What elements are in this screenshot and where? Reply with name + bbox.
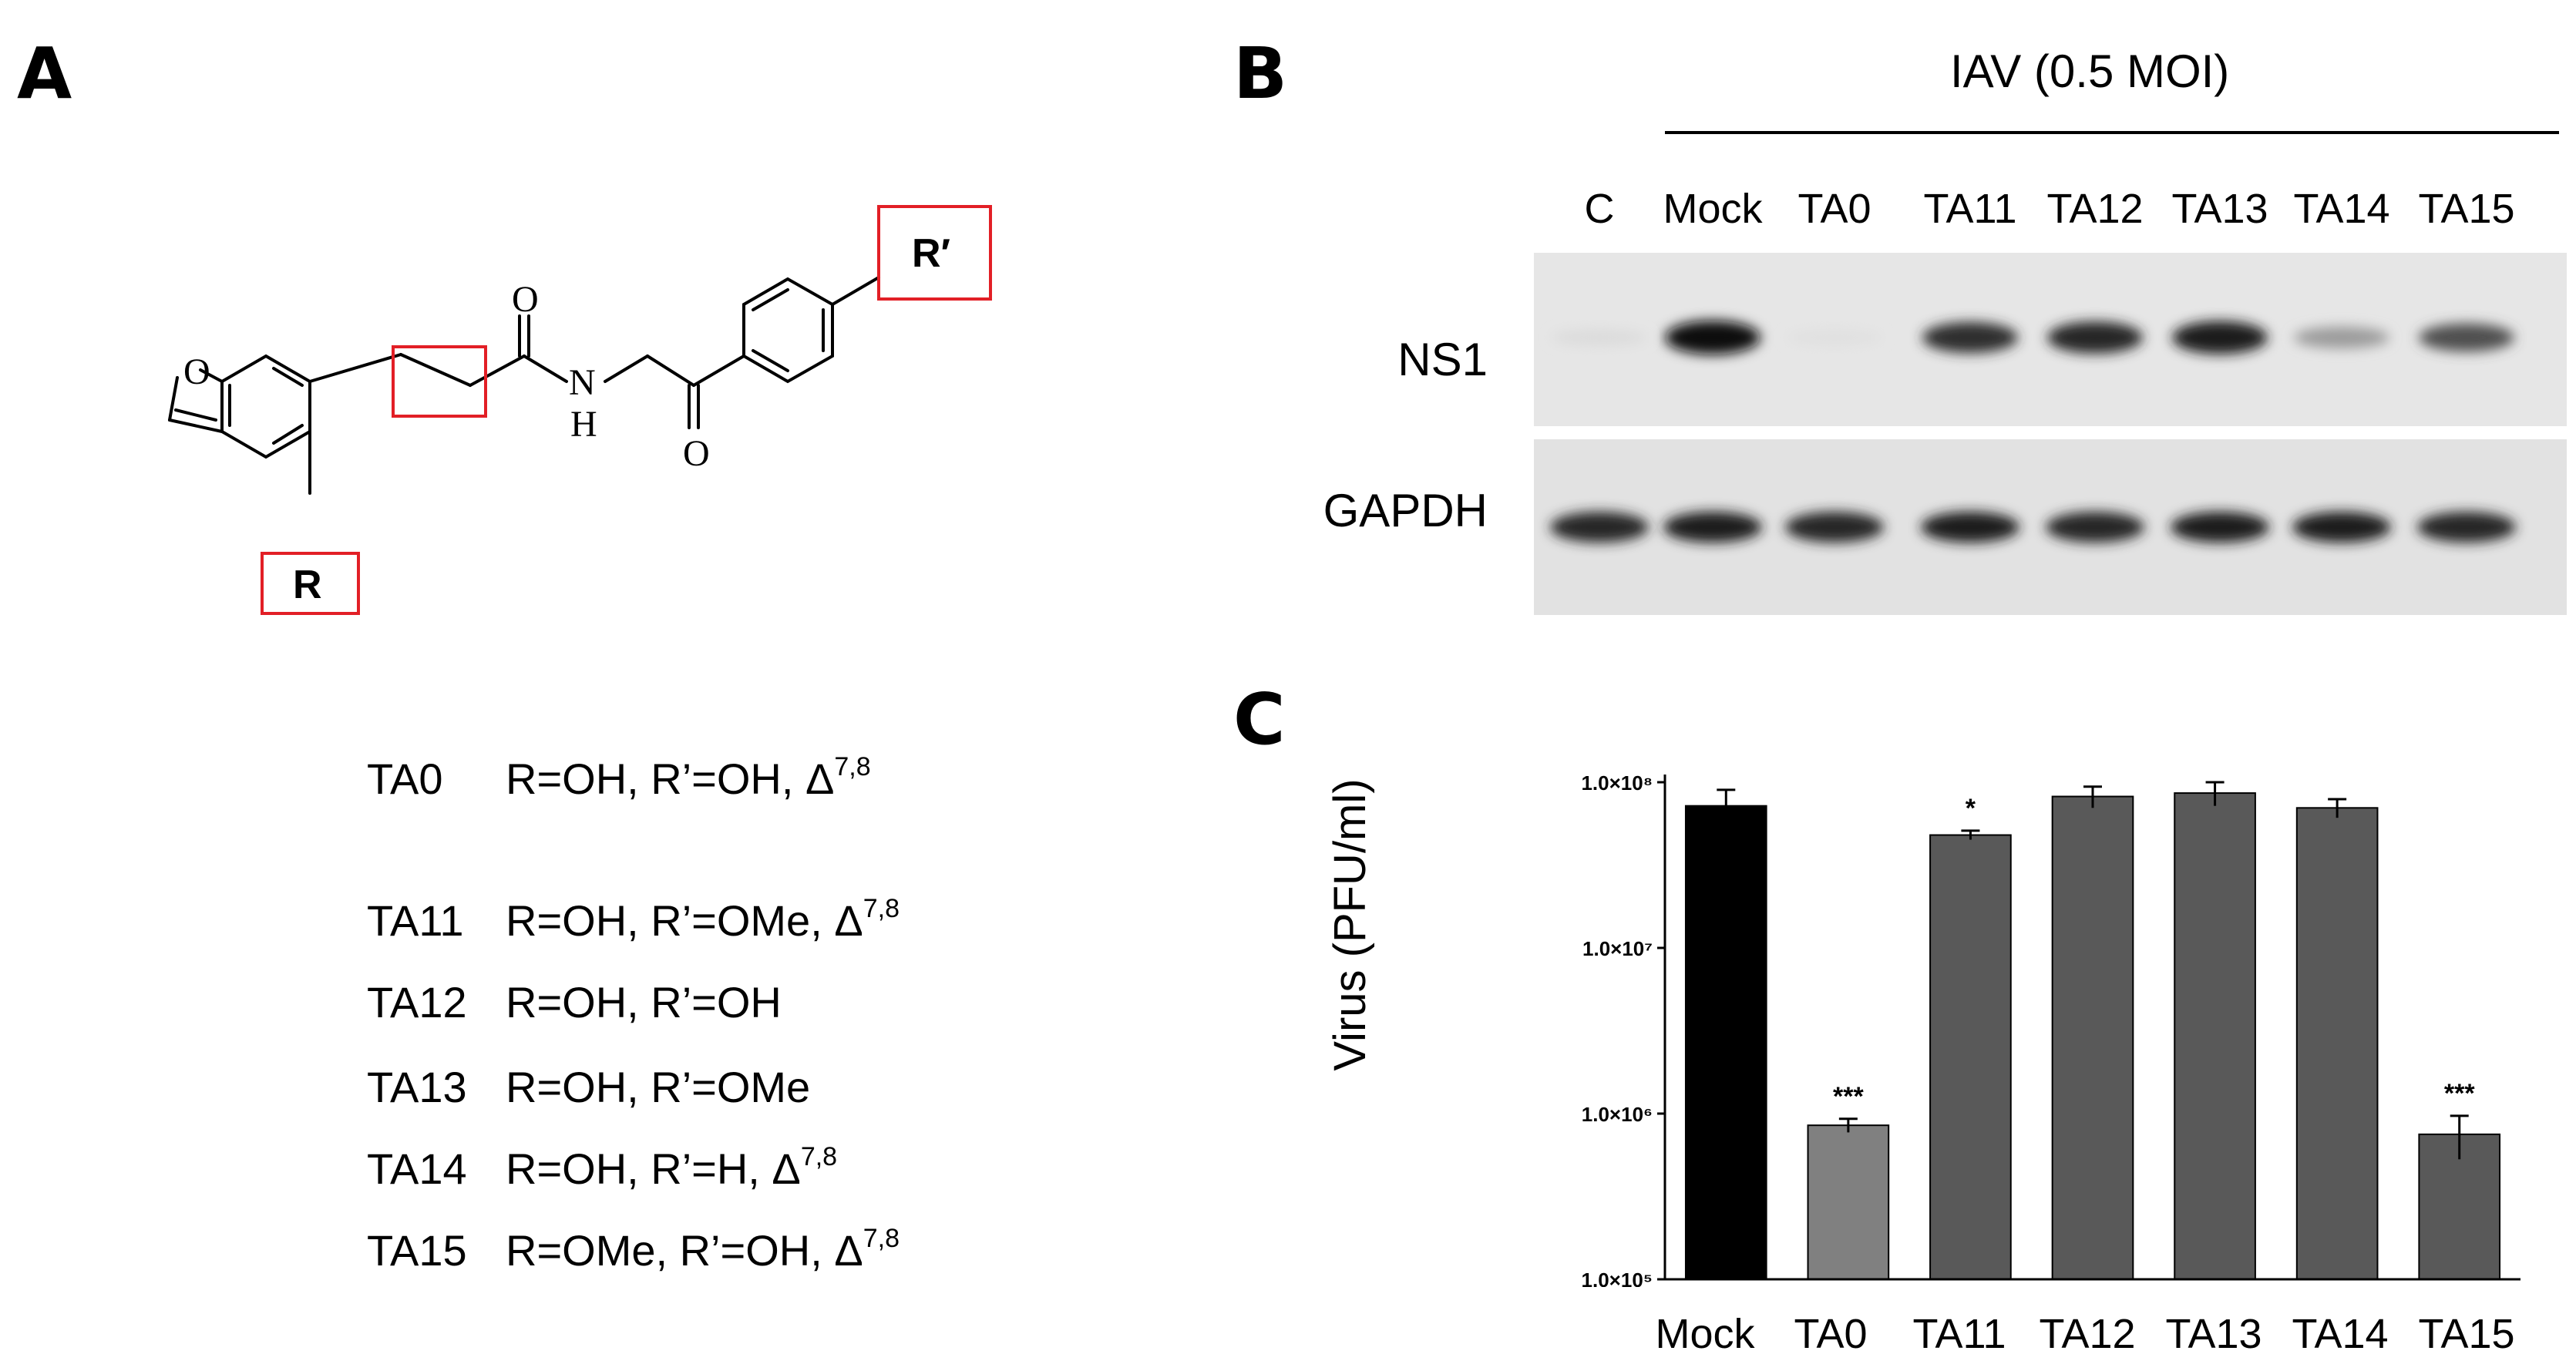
bar [2174,792,2256,1281]
ns1-band [2172,321,2268,355]
bar [2051,795,2134,1280]
ns1-band [2419,323,2514,352]
ketone-oxygen-atom: O [683,433,710,474]
blot-row-label-ns1: NS1 [1397,334,1488,385]
r-prime-highlight-box [877,205,992,301]
x-tick-label: TA13 [2165,1311,2262,1357]
r-highlight-box [261,552,360,615]
ns1-band [1787,329,1882,346]
ns1-band [1922,321,2018,354]
bar [2295,807,2379,1281]
compound-row: TA0 R=OH, R’=OH, Δ7,8 [367,752,871,803]
x-tick-label: Mock [1655,1311,1755,1357]
lane-label: TA11 [1923,186,2017,232]
lane-label: TA12 [2046,186,2144,232]
gapdh-band [2046,512,2144,543]
ns1-band [2294,326,2389,349]
gapdh-band [1921,512,2019,543]
panel-label-b: B [1233,32,1288,115]
amide-nitrogen-atom: N [569,362,596,403]
bar [1807,1124,1890,1280]
x-tick-label: TA14 [2292,1311,2389,1357]
compound-row: TA12 R=OH, R’=OH [367,978,782,1027]
ns1-band [2047,321,2143,354]
bar [1929,834,2012,1280]
ring-oxygen-atom: O [183,351,210,392]
gapdh-band [1785,512,1884,543]
significance-marker: * [1966,794,1976,823]
ns1-band [1665,321,1760,355]
lane-label: C [1584,186,1615,232]
y-tick-label: 1.0×10⁶ [1582,1103,1653,1126]
x-tick-label: TA0 [1794,1311,1868,1357]
gapdh-band [1663,512,1762,543]
compound-row: TA11 R=OH, R’=OMe, Δ7,8 [367,894,900,945]
amide-hydrogen-atom: H [570,404,597,445]
x-tick-label: TA11 [1912,1311,2006,1357]
linker-highlight-box [392,345,487,418]
y-tick-label: 1.0×10⁷ [1582,937,1653,960]
lane-label: Mock [1663,186,1763,232]
compound-row: TA15 R=OMe, R’=OH, Δ7,8 [367,1224,900,1275]
blot-header-line [1665,131,2559,134]
x-tick-label: TA12 [2039,1311,2136,1357]
gapdh-band [2171,512,2269,543]
lane-label: TA14 [2293,186,2390,232]
r-group-label: R [293,563,322,607]
compound-row: TA14 R=OH, R’=H, Δ7,8 [367,1142,838,1193]
r-prime-group-label: R′ [912,231,950,276]
y-tick-label: 1.0×10⁵ [1582,1269,1653,1287]
gapdh-band [2292,512,2391,543]
gapdh-band [1550,512,1649,543]
lane-label: TA13 [2171,186,2268,232]
bar [1684,805,1767,1280]
significance-marker: *** [2444,1079,2475,1108]
y-tick-label: 1.0×10⁸ [1581,771,1653,795]
x-tick-label: TA15 [2418,1311,2515,1357]
western-blot-image [1534,253,2567,615]
compound-row: TA13 R=OH, R’=OMe [367,1063,811,1111]
panel-label-c: C [1233,678,1286,761]
lane-label: TA15 [2418,186,2515,232]
blot-row-label-gapdh: GAPDH [1323,485,1488,536]
y-axis-label: Virus (PFU/ml) [1325,778,1375,1071]
blot-header: IAV (0.5 MOI) [1950,45,2230,97]
panel-label-a: A [17,32,72,115]
gapdh-band [2417,512,2516,543]
chemical-structure: O O N H O R R′ [168,205,992,615]
ns1-band [1552,329,1647,346]
amide-oxygen-atom: O [512,279,539,320]
significance-marker: *** [1833,1082,1864,1111]
lane-label: TA0 [1797,186,1871,232]
